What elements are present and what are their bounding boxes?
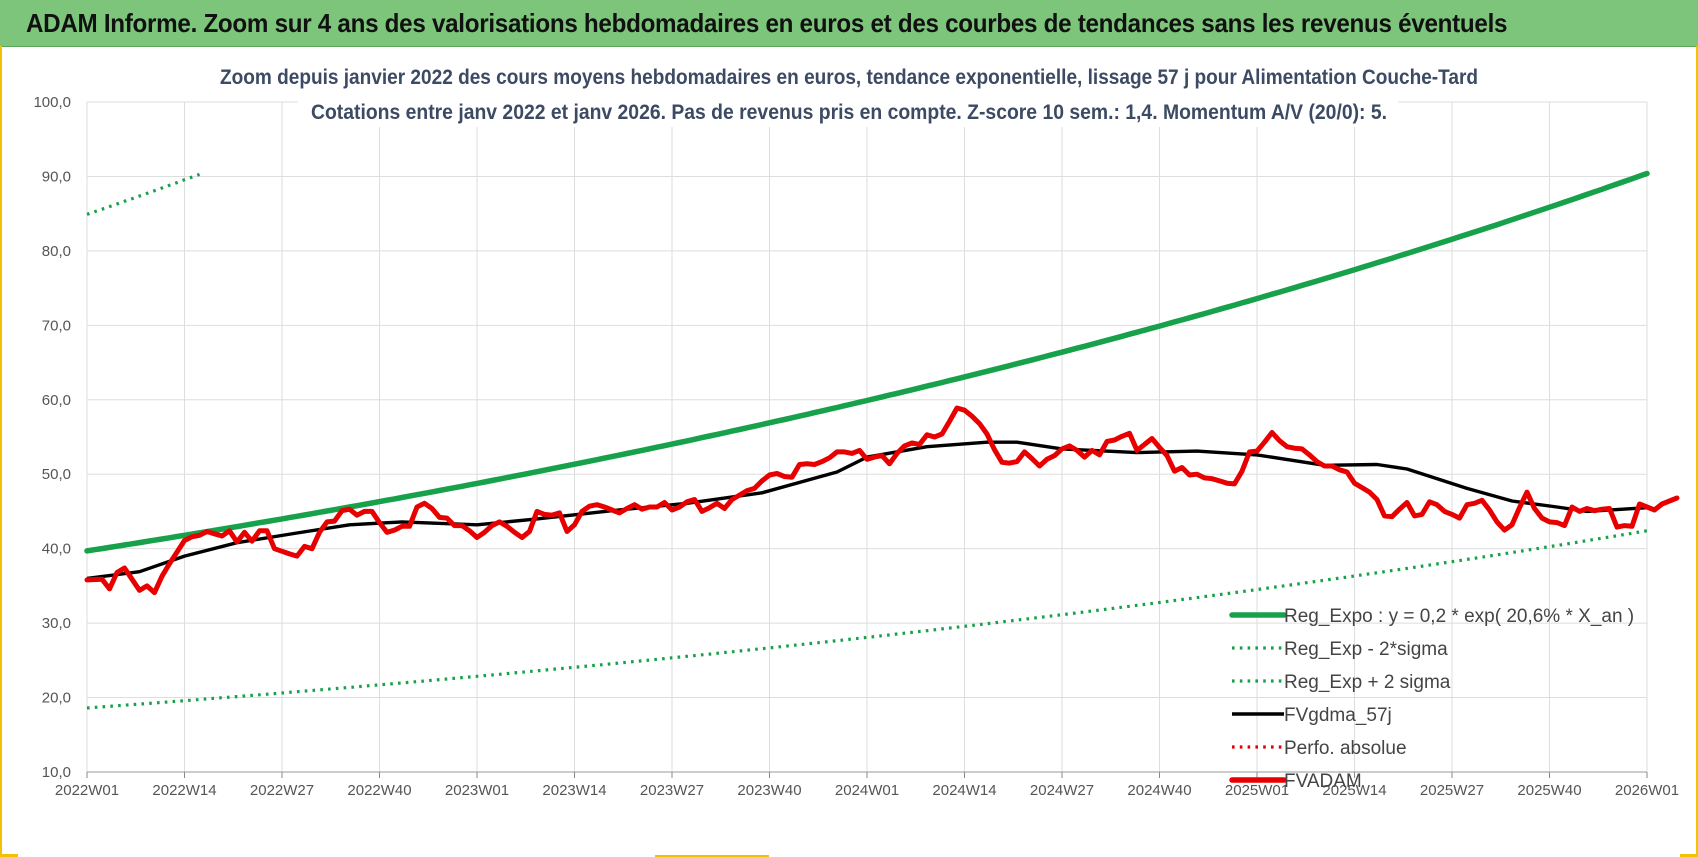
chart-frame: 100,0 90,0 80,0 70,0 60,0 50,0 40,0 30,0 20,0 10,… <box>0 46 1698 857</box>
x-tick-label: 2022W27 <box>250 782 314 799</box>
frame-bottom-right-mark <box>1680 854 1698 857</box>
x-tick-label: 2022W01 <box>55 782 119 799</box>
page-title: ADAM Informe. Zoom sur 4 ans des valoris… <box>26 8 1508 38</box>
frame-right-edge <box>1696 46 1698 857</box>
frame-bottom-center-mark <box>655 855 769 857</box>
series-line-fvgdma-57j <box>86 440 1648 581</box>
chart: 100,0 90,0 80,0 70,0 60,0 50,0 40,0 30,0 20,0 10,… <box>33 62 1680 799</box>
x-tick-label: 2025W01 <box>1225 782 1289 799</box>
y-tick-label: 30,0 <box>42 615 71 632</box>
chart-subtitle-line-1: Zoom depuis janvier 2022 des cours moyen… <box>220 66 1478 89</box>
series-line-fvadam <box>84 405 1680 596</box>
legend-label: FVgdma_57j <box>1284 705 1392 726</box>
y-axis-ticks: 100,0 90,0 80,0 70,0 60,0 50,0 40,0 30,0 20,0 10,… <box>33 94 71 781</box>
series <box>84 170 1680 710</box>
y-tick-label: 60,0 <box>42 392 71 409</box>
x-tick-label: 2023W40 <box>737 782 801 799</box>
subtitle-backdrop-2 <box>298 97 1398 127</box>
x-tick-label: 2026W01 <box>1615 782 1679 799</box>
x-tick-label: 2023W01 <box>445 782 509 799</box>
y-tick-label: 70,0 <box>42 317 71 334</box>
legend-label: FVADAM <box>1284 771 1362 792</box>
x-axis-ticks: 2022W01 2022W14 2022W27 2022W40 2023W01 2023W… <box>55 782 1679 799</box>
chart-subtitle-line-2: Cotations entre janv 2022 et janv 2026. … <box>311 101 1387 124</box>
grid <box>86 101 1648 778</box>
x-tick-label: 2023W27 <box>640 782 704 799</box>
x-tick-label: 2022W40 <box>347 782 411 799</box>
x-tick-label: 2025W27 <box>1420 782 1484 799</box>
y-tick-label: 10,0 <box>42 764 71 781</box>
legend-label: Reg_Exp - 2*sigma <box>1284 639 1448 660</box>
legend-label: Reg_Expo : y = 0,2 * exp( 20,6% * X_an ) <box>1284 606 1634 627</box>
y-tick-label: 20,0 <box>42 690 71 707</box>
frame-bottom-left-mark <box>0 854 18 857</box>
y-tick-label: 40,0 <box>42 541 71 558</box>
legend: Reg_Expo : y = 0,2 * exp( 20,6% * X_an )… <box>1229 606 1634 792</box>
legend-label: Perfo. absolue <box>1284 738 1407 759</box>
x-tick-label: 2022W14 <box>152 782 216 799</box>
y-tick-label: 90,0 <box>42 168 71 185</box>
y-tick-label: 80,0 <box>42 243 71 260</box>
x-tick-label: 2025W14 <box>1322 782 1386 799</box>
legend-label: Reg_Exp + 2 sigma <box>1284 672 1451 693</box>
x-tick-label: 2024W14 <box>932 782 996 799</box>
series-line-reg-exp-plus-2sigma-part-1 <box>86 172 201 216</box>
x-tick-label: 2024W40 <box>1127 782 1191 799</box>
x-tick-label: 2024W01 <box>835 782 899 799</box>
x-tick-label: 2023W14 <box>542 782 606 799</box>
x-tick-label: 2025W40 <box>1517 782 1581 799</box>
y-tick-label: 50,0 <box>42 466 71 483</box>
frame-left-edge <box>0 46 2 857</box>
subtitle-backdrop-1 <box>215 62 1480 92</box>
y-tick-label: 100,0 <box>33 94 71 111</box>
title-banner: ADAM Informe. Zoom sur 4 ans des valoris… <box>0 0 1698 47</box>
x-tick-label: 2024W27 <box>1030 782 1094 799</box>
